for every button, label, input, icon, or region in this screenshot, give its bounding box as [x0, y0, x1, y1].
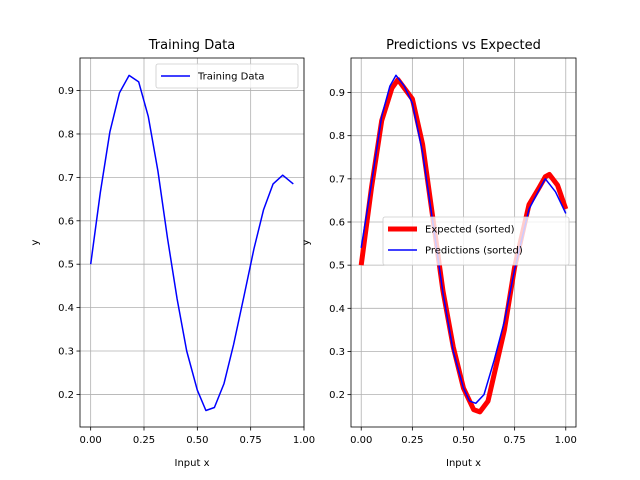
- y-tick-label: 0.6: [329, 218, 345, 229]
- axes-frame: [79, 57, 305, 428]
- legend-label: Expected (sorted): [425, 225, 515, 236]
- series-layer: [358, 74, 569, 415]
- legend-label: Training Data: [197, 72, 265, 83]
- y-axis-label: y: [30, 239, 41, 245]
- y-tick-label: 0.3: [58, 347, 74, 358]
- training-data-chart: 0.00 0.25 0.50 0.75 1.00 0.2 0.3 0.4 0.5 0.6 0.7 0.…: [30, 38, 315, 469]
- y-tick-label: 0.3: [329, 347, 345, 358]
- y-tick-label: 0.6: [58, 216, 74, 227]
- x-tick-label: 0.25: [133, 435, 155, 446]
- legend-label: Predictions (sorted): [425, 246, 523, 257]
- y-tick-label: 0.7: [329, 174, 345, 185]
- legend-box: [382, 216, 570, 266]
- x-axis-label: Input x: [175, 458, 210, 469]
- y-tick-label: 0.7: [58, 173, 74, 184]
- x-tick-label: 1.00: [293, 435, 315, 446]
- ticks-layer: 0.00 0.25 0.50 0.75 1.00 0.2 0.3 0.4 0.5 0.6 0.7 0.…: [329, 88, 577, 446]
- x-tick-label: 0.50: [452, 435, 474, 446]
- y-axis-label: y: [301, 239, 312, 245]
- y-tick-label: 0.8: [329, 131, 345, 142]
- x-tick-label: 1.00: [555, 435, 577, 446]
- grid-lines: [80, 58, 305, 427]
- predictions-vs-expected-chart: 0.00 0.25 0.50 0.75 1.00 0.2 0.3 0.4 0.5 0.6 0.7 0.…: [301, 38, 577, 469]
- chart-title: Training Data: [148, 38, 235, 53]
- legend: Expected (sorted) Predictions (sorted): [382, 216, 570, 266]
- series-line-1: [89, 74, 294, 412]
- x-tick-label: 0.50: [186, 435, 208, 446]
- legend: Training Data: [155, 63, 299, 89]
- y-tick-label: 0.4: [329, 304, 345, 315]
- series-layer: [89, 74, 294, 412]
- x-tick-label: 0.75: [504, 435, 526, 446]
- x-tick-label: 0.00: [80, 435, 102, 446]
- x-axis-label: Input x: [446, 458, 481, 469]
- legend-box: [155, 63, 299, 89]
- x-tick-label: 0.75: [240, 435, 262, 446]
- x-tick-label: 0.00: [350, 435, 372, 446]
- ticks-layer: 0.00 0.25 0.50 0.75 1.00 0.2 0.3 0.4 0.5 0.6 0.7 0.…: [58, 86, 315, 446]
- y-tick-label: 0.5: [329, 261, 345, 272]
- y-tick-label: 0.2: [329, 390, 345, 401]
- x-tick-label: 0.25: [401, 435, 423, 446]
- y-tick-label: 0.8: [58, 129, 74, 140]
- y-tick-label: 0.5: [58, 260, 74, 271]
- chart-title: Predictions vs Expected: [386, 38, 541, 53]
- y-tick-label: 0.2: [58, 390, 74, 401]
- y-tick-label: 0.9: [58, 86, 74, 97]
- y-tick-label: 0.4: [58, 303, 74, 314]
- series-line-2: [360, 74, 567, 405]
- y-tick-label: 0.9: [329, 88, 345, 99]
